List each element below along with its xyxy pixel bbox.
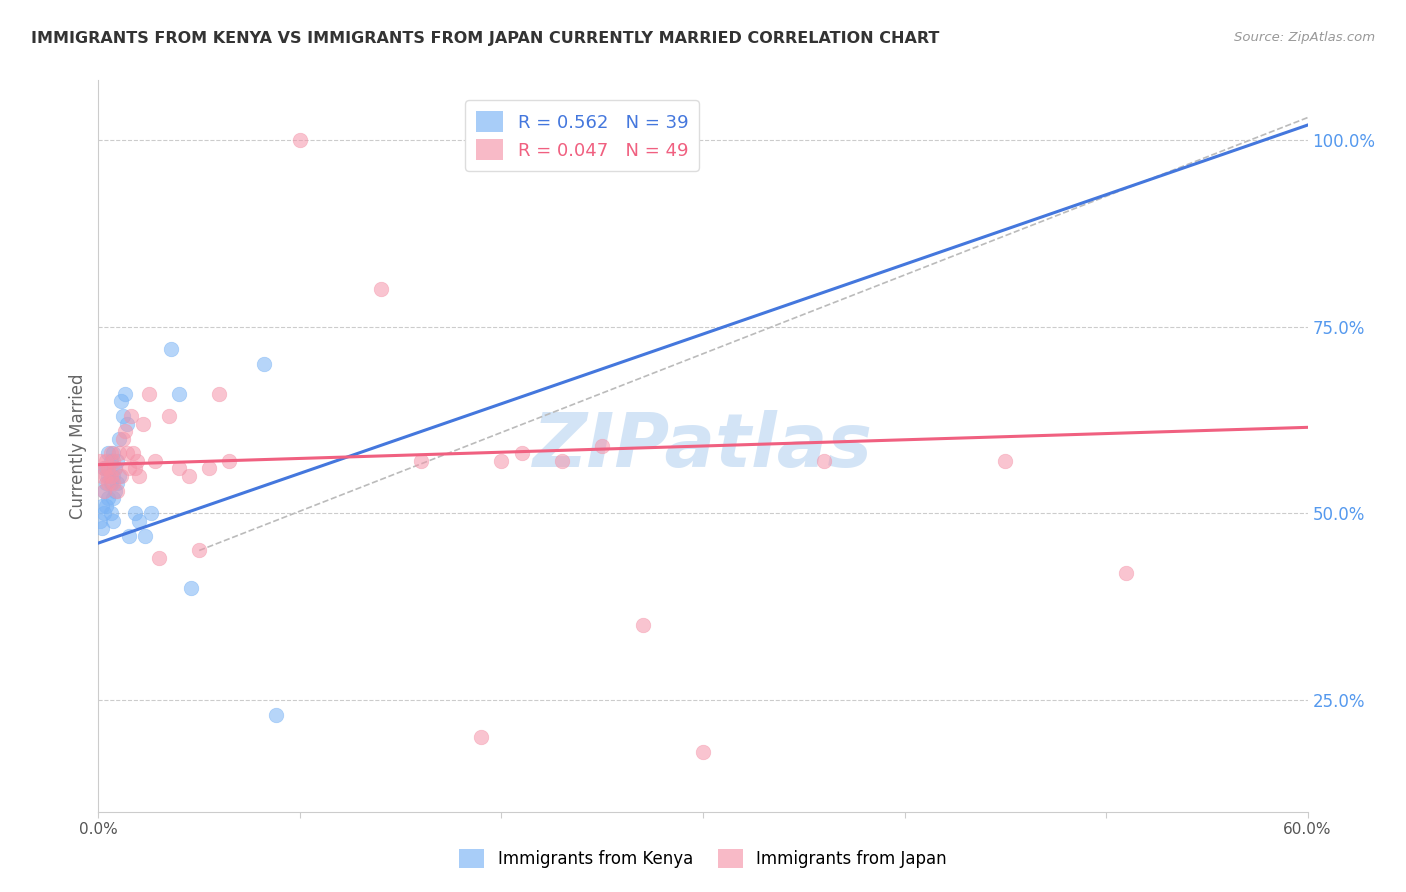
Point <box>100 454 122 468</box>
Point <box>97 461 120 475</box>
Legend: Immigrants from Kenya, Immigrants from Japan: Immigrants from Kenya, Immigrants from J… <box>453 843 953 875</box>
Point <box>89 454 111 468</box>
Point <box>91 468 114 483</box>
Point <box>491 454 513 468</box>
Point <box>93 483 115 498</box>
Point <box>118 461 141 475</box>
Point <box>101 491 124 506</box>
Point <box>551 454 574 468</box>
Y-axis label: Currently Married: Currently Married <box>69 373 87 519</box>
Point <box>253 357 276 371</box>
Point <box>110 468 132 483</box>
Point <box>143 454 166 468</box>
Point <box>167 461 190 475</box>
Point <box>107 446 129 460</box>
Point <box>96 461 118 475</box>
Point <box>101 468 124 483</box>
Point <box>101 454 124 468</box>
Text: Source: ZipAtlas.com: Source: ZipAtlas.com <box>1234 31 1375 45</box>
Point <box>89 514 111 528</box>
Point <box>96 454 118 468</box>
Point <box>105 476 128 491</box>
Point <box>101 446 124 460</box>
Point <box>198 461 221 475</box>
Point <box>103 461 125 475</box>
Point <box>1115 566 1137 580</box>
Point <box>111 432 134 446</box>
Point <box>180 581 202 595</box>
Point <box>121 446 143 460</box>
Point <box>97 491 120 506</box>
Point <box>96 499 118 513</box>
Point <box>114 424 136 438</box>
Point <box>409 454 432 468</box>
Point <box>179 468 201 483</box>
Point <box>97 468 120 483</box>
Point <box>93 461 115 475</box>
Point <box>110 394 132 409</box>
Point <box>167 386 190 401</box>
Point <box>510 446 533 460</box>
Point <box>288 133 311 147</box>
Point <box>631 618 654 632</box>
Point <box>114 386 136 401</box>
Point <box>124 461 146 475</box>
Point <box>96 476 118 491</box>
Point <box>125 454 148 468</box>
Point <box>100 468 122 483</box>
Point <box>128 514 150 528</box>
Point <box>470 730 492 744</box>
Text: ZIPatlas: ZIPatlas <box>533 409 873 483</box>
Point <box>100 446 122 460</box>
Point <box>160 342 183 356</box>
Point <box>103 483 125 498</box>
Point <box>370 282 392 296</box>
Point <box>188 543 211 558</box>
Point <box>132 417 155 431</box>
Point <box>128 468 150 483</box>
Text: IMMIGRANTS FROM KENYA VS IMMIGRANTS FROM JAPAN CURRENTLY MARRIED CORRELATION CHA: IMMIGRANTS FROM KENYA VS IMMIGRANTS FROM… <box>31 31 939 46</box>
Point <box>107 468 129 483</box>
Point <box>264 707 287 722</box>
Point <box>120 409 142 424</box>
Point <box>118 528 141 542</box>
Point <box>157 409 180 424</box>
Point <box>813 454 835 468</box>
Point <box>139 506 162 520</box>
Point <box>97 446 120 460</box>
Point <box>100 506 122 520</box>
Point <box>93 461 115 475</box>
Point <box>124 506 146 520</box>
Point <box>96 468 118 483</box>
Point <box>100 476 122 491</box>
Point <box>692 745 714 759</box>
Point <box>107 432 129 446</box>
Point <box>138 386 160 401</box>
Point <box>115 446 138 460</box>
Point <box>93 506 115 520</box>
Point <box>115 417 138 431</box>
Point <box>91 521 114 535</box>
Point <box>148 551 170 566</box>
Point <box>134 528 156 542</box>
Point <box>208 386 231 401</box>
Point <box>91 499 114 513</box>
Legend: R = 0.562   N = 39, R = 0.047   N = 49: R = 0.562 N = 39, R = 0.047 N = 49 <box>465 100 699 171</box>
Point <box>101 476 124 491</box>
Point <box>105 454 128 468</box>
Point <box>218 454 240 468</box>
Point <box>97 476 120 491</box>
Point <box>994 454 1017 468</box>
Point <box>591 439 613 453</box>
Point <box>101 514 124 528</box>
Point <box>103 461 125 475</box>
Point <box>111 409 134 424</box>
Point <box>93 483 115 498</box>
Point <box>105 483 128 498</box>
